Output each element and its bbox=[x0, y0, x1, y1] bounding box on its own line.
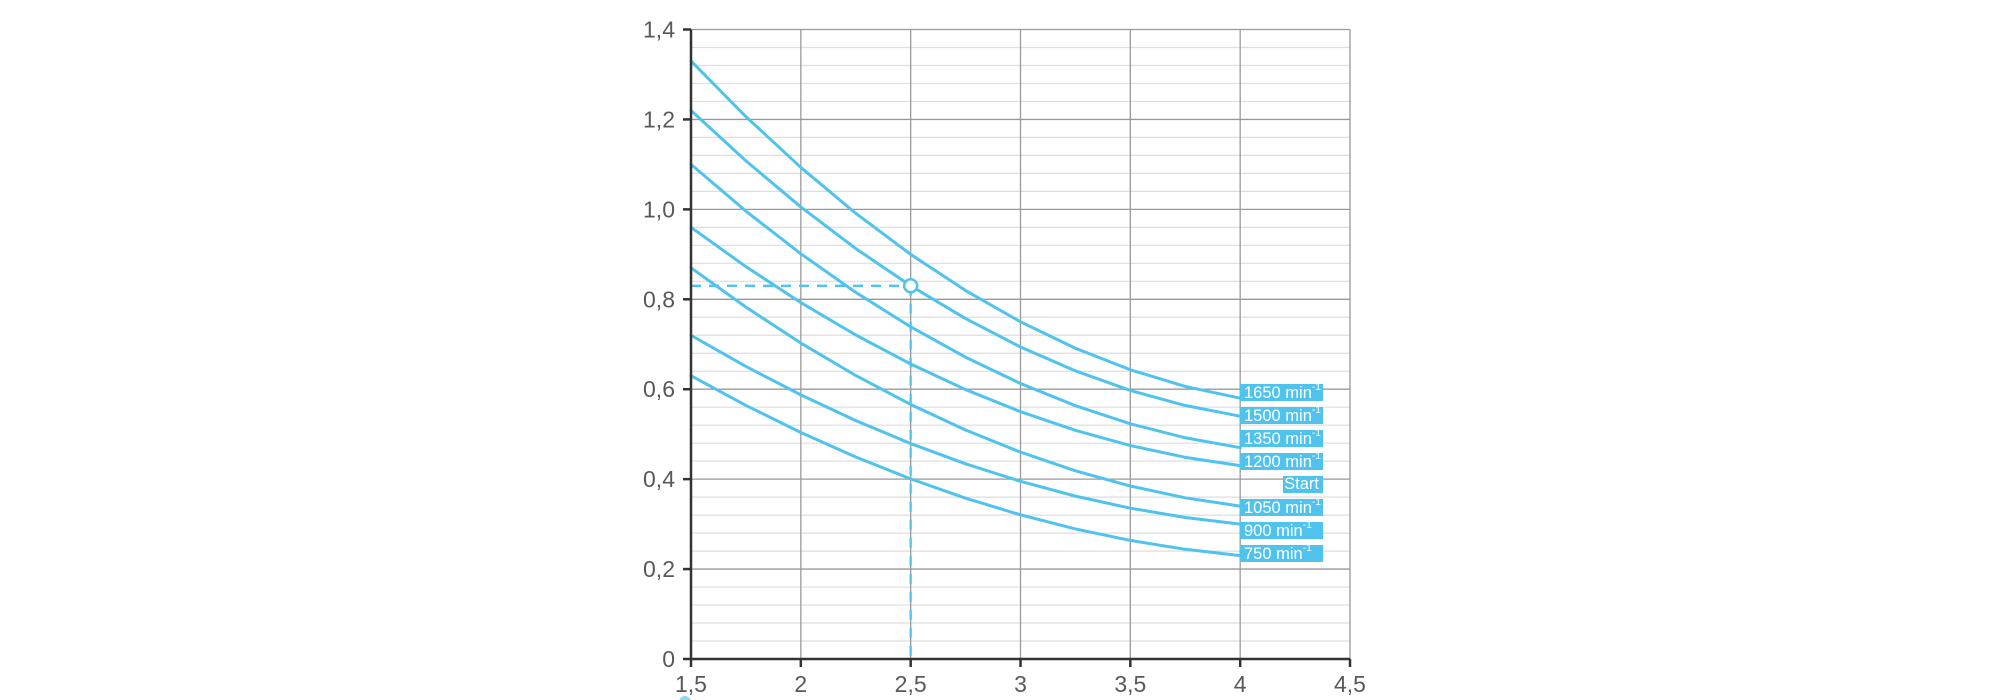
svg-text:1,5: 1,5 bbox=[675, 671, 707, 697]
svg-text:0,2: 0,2 bbox=[643, 556, 675, 582]
svg-text:0,6: 0,6 bbox=[643, 376, 675, 402]
svg-text:1,0: 1,0 bbox=[643, 196, 675, 222]
svg-text:2: 2 bbox=[794, 671, 807, 697]
svg-text:3,5: 3,5 bbox=[1114, 671, 1146, 697]
svg-text:0: 0 bbox=[662, 646, 675, 672]
svg-text:2,5: 2,5 bbox=[895, 671, 927, 697]
svg-text:4,5: 4,5 bbox=[1334, 671, 1366, 697]
svg-text:0,4: 0,4 bbox=[643, 466, 675, 492]
svg-text:3: 3 bbox=[1014, 671, 1027, 697]
svg-text:0,8: 0,8 bbox=[643, 286, 675, 312]
svg-text:1,2: 1,2 bbox=[643, 106, 675, 132]
svg-text:1,4: 1,4 bbox=[643, 17, 675, 43]
svg-text:4: 4 bbox=[1234, 671, 1247, 697]
